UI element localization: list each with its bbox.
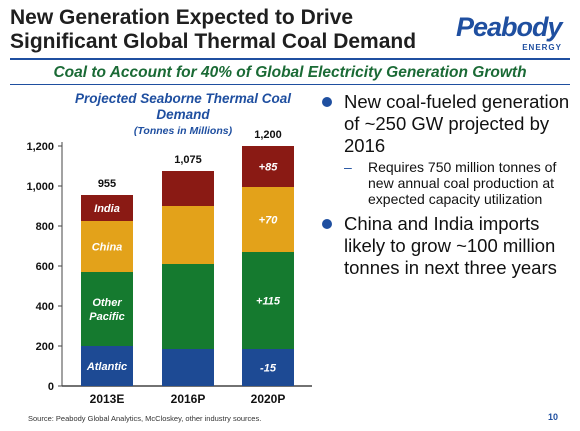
segment-label: Pacific xyxy=(89,311,124,323)
logo-wordmark: Peabody xyxy=(456,12,563,42)
source-note: Source: Peabody Global Analytics, McClos… xyxy=(28,414,262,423)
bar-segment-atlantic xyxy=(162,349,214,386)
bar-segment-china xyxy=(81,221,133,272)
y-tick-label: 200 xyxy=(36,341,54,353)
bar-segment-india xyxy=(242,146,294,187)
x-category-label: 2016P xyxy=(171,392,206,406)
bar-segment-atlantic xyxy=(242,349,294,386)
bar-segment-india xyxy=(162,171,214,206)
chart-unit-label: (Tonnes in Millions) xyxy=(133,125,233,137)
y-tick-label: 800 xyxy=(36,221,54,233)
sub-bullet-text: Requires 750 million tonnes of new annua… xyxy=(368,159,557,207)
bar-segment-other_pacific xyxy=(162,264,214,349)
subtitle-rule xyxy=(10,84,570,85)
segment-label: India xyxy=(94,203,120,215)
y-tick-label: 1,000 xyxy=(26,181,54,193)
bar-total-label: 1,075 xyxy=(174,154,202,166)
bar-segment-other_pacific xyxy=(81,272,133,346)
bullet-dot-icon xyxy=(322,97,332,107)
y-tick-label: 600 xyxy=(36,261,54,273)
chart-title-text: Projected Seaborne Thermal Coal Demand xyxy=(74,91,292,122)
segment-label: Other xyxy=(92,297,122,309)
segment-label: China xyxy=(92,242,123,254)
bullet-text: China and India imports likely to grow ~… xyxy=(344,213,557,278)
chart-title: Projected Seaborne Thermal Coal Demand xyxy=(58,91,308,123)
slide-subtitle: Coal to Account for 40% of Global Electr… xyxy=(53,64,527,81)
bar-segment-india xyxy=(81,195,133,221)
bullet-item-1: New coal-fueled generation of ~250 GW pr… xyxy=(320,91,578,157)
segment-label: -15 xyxy=(260,363,277,375)
title-line-1: New Generation Expected to Drive xyxy=(10,6,354,29)
page-number: 10 xyxy=(548,412,559,422)
bar-segment-atlantic xyxy=(81,346,133,386)
x-category-label: 2020P xyxy=(251,392,286,406)
bar-total-label: 955 xyxy=(98,178,116,190)
segment-label: +85 xyxy=(259,162,279,174)
y-tick-label: 400 xyxy=(36,301,54,313)
bar-segment-other_pacific xyxy=(242,252,294,349)
bullet-text: New coal-fueled generation of ~250 GW pr… xyxy=(344,91,570,156)
segment-label: +70 xyxy=(259,215,279,227)
bar-total-label: 1,200 xyxy=(254,129,282,141)
bar-segment-china xyxy=(242,187,294,252)
x-category-label: 2013E xyxy=(90,392,125,406)
dash-icon: – xyxy=(344,159,352,175)
segment-label: Atlantic xyxy=(86,361,127,373)
slide-title: New Generation Expected to Drive Signifi… xyxy=(10,6,450,54)
peabody-logo: Peabody ENERGY xyxy=(456,12,568,58)
y-tick-label: 1,200 xyxy=(26,141,54,153)
bullet-dot-icon xyxy=(322,219,332,229)
title-line-2: Significant Global Thermal Coal Demand xyxy=(10,30,417,53)
bar-segment-china xyxy=(162,206,214,264)
header-rule xyxy=(10,58,570,60)
y-tick-label: 0 xyxy=(48,381,54,393)
bullet-list: New coal-fueled generation of ~250 GW pr… xyxy=(320,91,578,281)
bullet-item-2: China and India imports likely to grow ~… xyxy=(320,213,578,279)
sub-bullet-item-1: – Requires 750 million tonnes of new ann… xyxy=(320,159,578,207)
logo-subtext: ENERGY xyxy=(522,43,562,52)
segment-label: +115 xyxy=(256,296,281,308)
